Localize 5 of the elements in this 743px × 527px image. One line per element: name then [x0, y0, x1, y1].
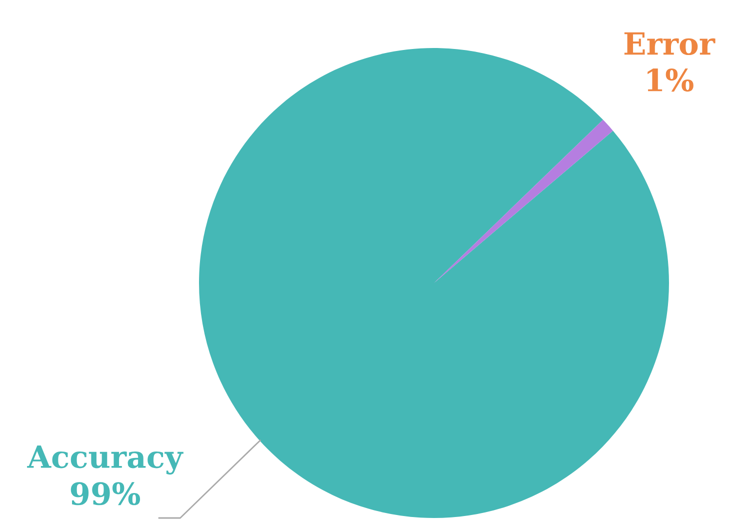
data-label: 1%	[648, 68, 694, 92]
slice-label: Accuracy	[27, 446, 184, 475]
data-label: 99%	[70, 482, 140, 506]
slice-label: Error	[624, 32, 716, 56]
pie-slice	[434, 120, 613, 283]
